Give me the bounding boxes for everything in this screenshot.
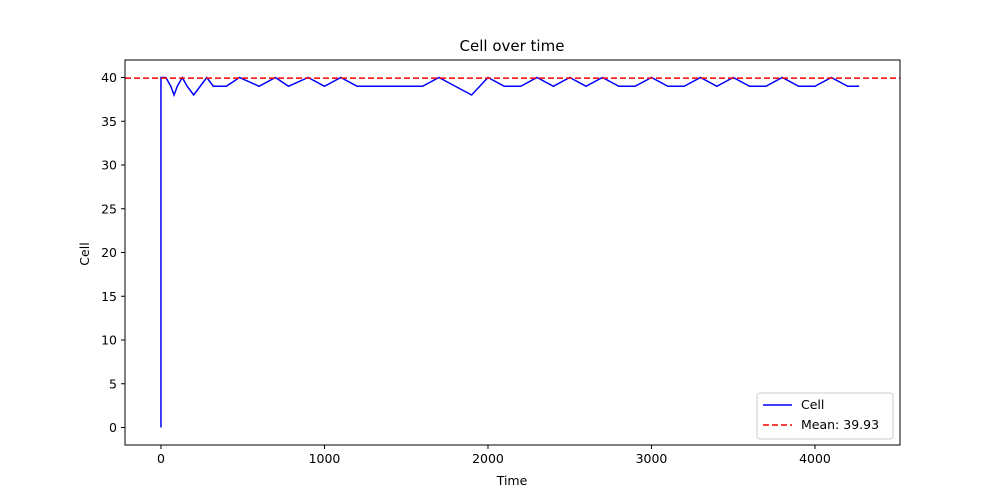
x-tick-label: 1000 bbox=[309, 451, 341, 466]
x-axis-label: Time bbox=[496, 473, 528, 488]
x-tick-label: 0 bbox=[157, 451, 165, 466]
x-tick-label: 2000 bbox=[472, 451, 504, 466]
y-tick-label: 5 bbox=[109, 376, 117, 391]
legend-label-cell: Cell bbox=[801, 397, 824, 412]
legend-box bbox=[756, 392, 894, 440]
x-tick-label: 3000 bbox=[636, 451, 668, 466]
plot-area bbox=[125, 75, 900, 428]
chart-title: Cell over time bbox=[460, 37, 565, 55]
y-tick-label: 0 bbox=[109, 420, 117, 435]
y-tick-label: 10 bbox=[101, 333, 117, 348]
plot-frame bbox=[124, 59, 901, 446]
y-tick-label: 35 bbox=[101, 114, 117, 129]
y-axis-label: Cell bbox=[77, 242, 92, 265]
y-tick-label: 40 bbox=[101, 70, 117, 85]
x-tick-label: 4000 bbox=[799, 451, 831, 466]
axes-ticks: 0 1000 2000 3000 4000 0 5 10 15 20 25 30 35 40 bbox=[101, 70, 831, 466]
y-tick-label: 25 bbox=[101, 201, 117, 216]
legend-label-mean: Mean: 39.93 bbox=[801, 417, 879, 432]
y-tick-label: 20 bbox=[101, 245, 117, 260]
legend: Cell Mean: 39.93 bbox=[756, 392, 894, 440]
y-tick-label: 15 bbox=[101, 289, 117, 304]
y-tick-label: 30 bbox=[101, 158, 117, 173]
